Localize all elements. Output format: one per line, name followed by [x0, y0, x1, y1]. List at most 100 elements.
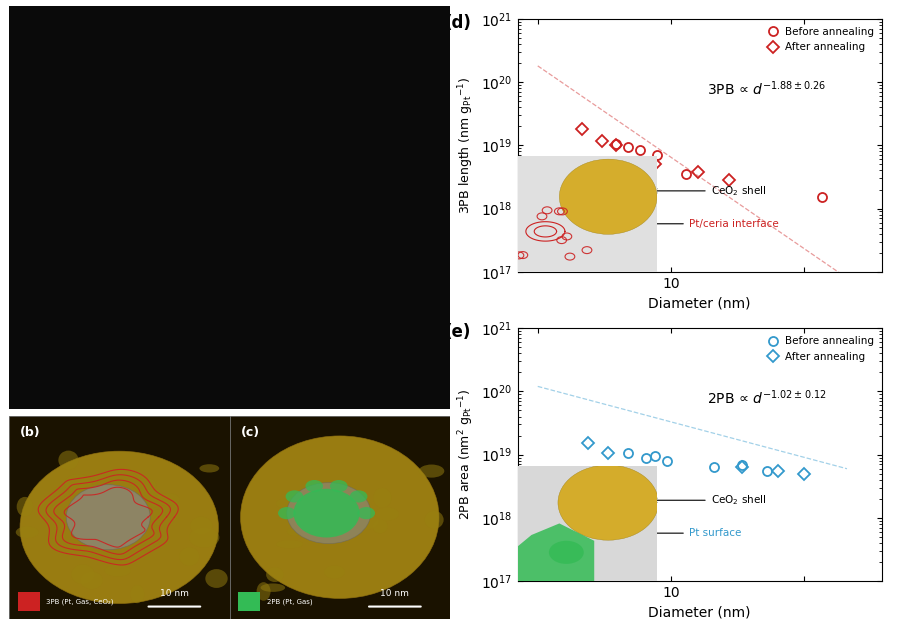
Ellipse shape	[40, 297, 50, 302]
Ellipse shape	[68, 304, 94, 316]
Ellipse shape	[154, 493, 180, 506]
Text: CeO$_2$ shell: CeO$_2$ shell	[652, 184, 766, 198]
Ellipse shape	[143, 91, 160, 103]
Ellipse shape	[212, 345, 244, 360]
Ellipse shape	[284, 349, 294, 354]
Text: Pt surface: Pt surface	[638, 528, 742, 538]
Ellipse shape	[261, 45, 278, 58]
Ellipse shape	[240, 436, 439, 599]
Ellipse shape	[74, 241, 104, 254]
After annealing	[650, 161, 661, 168]
Ellipse shape	[92, 276, 109, 284]
FancyBboxPatch shape	[279, 275, 311, 298]
Ellipse shape	[162, 381, 192, 394]
Ellipse shape	[303, 53, 321, 65]
After annealing	[724, 176, 734, 184]
Ellipse shape	[366, 73, 383, 86]
Ellipse shape	[171, 76, 188, 88]
FancyBboxPatch shape	[279, 352, 311, 374]
Ellipse shape	[212, 341, 240, 354]
Line: Before annealing: Before annealing	[624, 449, 771, 476]
Ellipse shape	[45, 164, 63, 176]
Ellipse shape	[331, 268, 340, 271]
FancyBboxPatch shape	[270, 266, 450, 403]
Line: After annealing: After annealing	[578, 124, 734, 185]
Ellipse shape	[374, 488, 392, 508]
Ellipse shape	[261, 368, 285, 379]
Text: (c): (c)	[240, 426, 259, 439]
Ellipse shape	[80, 538, 94, 552]
Ellipse shape	[558, 465, 659, 540]
After annealing	[597, 138, 608, 145]
Text: CeO$_2$ shell: CeO$_2$ shell	[652, 493, 766, 507]
Ellipse shape	[278, 507, 295, 519]
Text: (e): (e)	[445, 323, 471, 341]
Text: 10 nm: 10 nm	[160, 589, 189, 599]
X-axis label: Diameter (nm): Diameter (nm)	[649, 606, 751, 619]
Ellipse shape	[334, 508, 358, 524]
Before annealing	[662, 457, 672, 464]
Text: 3PB (Pt, Gas, CeO₂): 3PB (Pt, Gas, CeO₂)	[319, 361, 379, 366]
Ellipse shape	[31, 183, 48, 196]
Text: Ceria shell: Ceria shell	[319, 284, 352, 289]
Ellipse shape	[67, 485, 150, 550]
After annealing	[692, 168, 703, 176]
Ellipse shape	[101, 316, 117, 323]
Polygon shape	[9, 39, 450, 228]
Before annealing	[708, 462, 719, 470]
After annealing	[798, 470, 809, 478]
Ellipse shape	[357, 507, 375, 519]
Ellipse shape	[266, 46, 283, 58]
Ellipse shape	[80, 572, 103, 589]
Ellipse shape	[139, 93, 156, 106]
Ellipse shape	[71, 564, 94, 584]
Ellipse shape	[194, 65, 212, 77]
Polygon shape	[270, 272, 360, 348]
Polygon shape	[162, 142, 252, 220]
Ellipse shape	[220, 292, 232, 297]
After annealing	[583, 439, 594, 446]
Ellipse shape	[248, 286, 274, 298]
Before annealing	[634, 146, 645, 154]
Ellipse shape	[295, 242, 321, 254]
Ellipse shape	[101, 331, 115, 338]
Before annealing	[652, 151, 662, 159]
Ellipse shape	[353, 68, 370, 80]
Polygon shape	[270, 362, 378, 403]
Ellipse shape	[260, 45, 277, 57]
Ellipse shape	[313, 56, 330, 68]
Before annealing	[650, 452, 661, 460]
Text: 2PB ∝ $d^{-1.02\pm0.12}$: 2PB ∝ $d^{-1.02\pm0.12}$	[707, 389, 827, 407]
Ellipse shape	[194, 381, 204, 386]
Ellipse shape	[230, 51, 248, 62]
Before annealing	[641, 454, 652, 461]
Text: (a): (a)	[22, 18, 44, 32]
Text: 3PB (Pt, Gas, CeO₂): 3PB (Pt, Gas, CeO₂)	[47, 598, 114, 605]
Ellipse shape	[224, 348, 248, 358]
Ellipse shape	[158, 402, 168, 407]
Text: 20 nm: 20 nm	[86, 234, 122, 244]
Ellipse shape	[16, 526, 39, 538]
Ellipse shape	[17, 497, 33, 516]
Ellipse shape	[418, 464, 445, 478]
Ellipse shape	[316, 231, 332, 238]
Ellipse shape	[276, 540, 303, 548]
Ellipse shape	[324, 566, 345, 579]
Ellipse shape	[45, 374, 69, 386]
Ellipse shape	[549, 541, 584, 564]
FancyBboxPatch shape	[9, 416, 230, 619]
X-axis label: Diameter (nm): Diameter (nm)	[649, 296, 751, 310]
After annealing	[577, 126, 588, 133]
Y-axis label: 2PB area (nm$^2$ g$_{\rm Pt}$$^{-1}$): 2PB area (nm$^2$ g$_{\rm Pt}$$^{-1}$)	[456, 389, 475, 521]
Ellipse shape	[407, 102, 425, 114]
Ellipse shape	[85, 125, 102, 137]
Ellipse shape	[169, 224, 195, 237]
Ellipse shape	[141, 236, 159, 244]
Ellipse shape	[400, 95, 418, 108]
Ellipse shape	[559, 159, 657, 234]
FancyBboxPatch shape	[518, 466, 657, 581]
Ellipse shape	[167, 78, 185, 90]
Ellipse shape	[115, 269, 148, 284]
Text: (d): (d)	[445, 14, 472, 32]
Ellipse shape	[301, 348, 315, 355]
